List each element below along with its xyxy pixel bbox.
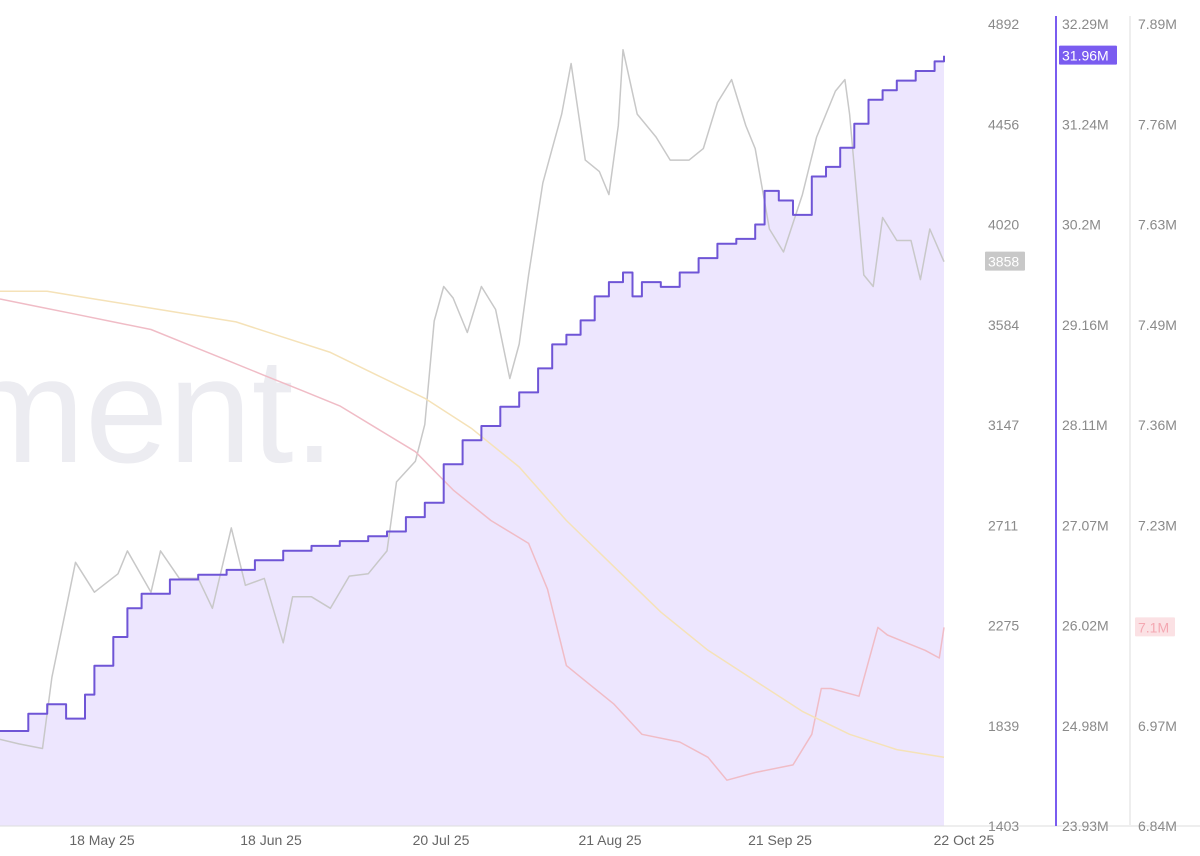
series-line-third: [0, 290, 945, 759]
price-tick: 1839: [988, 718, 1019, 734]
price-tick: 1403: [988, 818, 1019, 834]
price-current-badge-text: 3858: [988, 254, 1019, 270]
addresses-tick: 23.93M: [1062, 818, 1109, 834]
current-value-badges: 3858 31.96M 7.1M: [985, 45, 1175, 637]
third-tick: 7.36M: [1138, 417, 1177, 433]
price-tick: 2275: [988, 618, 1019, 634]
third-tick: 7.89M: [1138, 16, 1177, 32]
price-tick: 2711: [988, 517, 1018, 533]
x-tick-label: 21 Sep 25: [748, 832, 812, 848]
price-current-badge: 3858: [985, 251, 1025, 271]
price-tick: 4892: [988, 16, 1019, 32]
third-tick: 6.84M: [1138, 818, 1177, 834]
third-tick: 7.63M: [1138, 217, 1177, 233]
addresses-tick: 32.29M: [1062, 16, 1109, 32]
addresses-tick: 26.02M: [1062, 618, 1109, 634]
x-tick-label: 18 Jun 25: [240, 832, 302, 848]
series-line-layer: [0, 48, 945, 781]
x-tick-label: 18 May 25: [69, 832, 135, 848]
x-tick-label: 20 Jul 25: [413, 832, 470, 848]
addresses-current-badge-text: 31.96M: [1062, 48, 1109, 64]
price-tick: 4456: [988, 116, 1019, 132]
series-line-addresses: [0, 55, 945, 732]
price-tick: 3147: [988, 417, 1019, 433]
addresses-tick: 28.11M: [1062, 417, 1108, 433]
price-tick: 3584: [988, 317, 1019, 333]
series-line-price: [0, 48, 945, 750]
addresses-tick: 29.16M: [1062, 317, 1109, 333]
series-line-third: [0, 298, 945, 781]
third-tick: 7.76M: [1138, 116, 1177, 132]
addresses-tick: 31.24M: [1062, 116, 1109, 132]
x-tick-label: 21 Aug 25: [578, 832, 641, 848]
third-current-badge: 7.1M: [1135, 617, 1175, 637]
third-tick: 6.97M: [1138, 718, 1177, 734]
addresses-tick: 27.07M: [1062, 517, 1109, 533]
third-tick: 7.49M: [1138, 317, 1177, 333]
x-tick-label: 22 Oct 25: [934, 832, 995, 848]
addresses-tick: 24.98M: [1062, 718, 1109, 734]
price-tick: 4020: [988, 217, 1019, 233]
third-current-badge-text: 7.1M: [1138, 619, 1169, 635]
addresses-tick: 30.2M: [1062, 217, 1101, 233]
watermark: ment.: [0, 326, 335, 494]
third-tick: 7.23M: [1138, 517, 1177, 533]
addresses-current-badge: 31.96M: [1059, 45, 1117, 65]
